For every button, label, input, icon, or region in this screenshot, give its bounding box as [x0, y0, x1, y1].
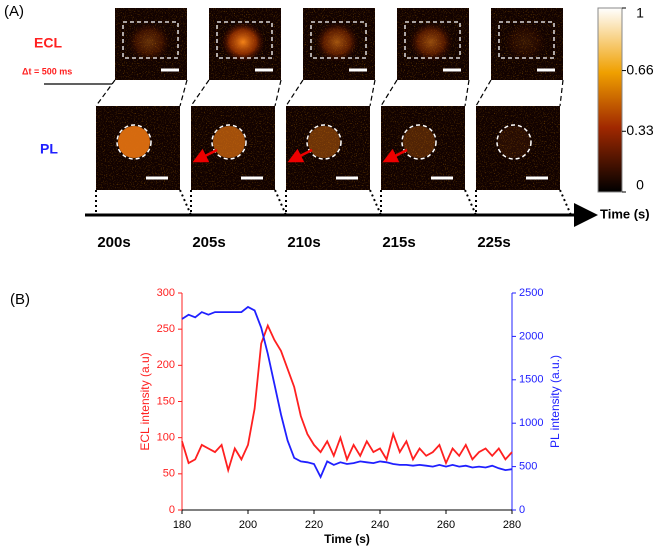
roi-circle: [306, 124, 342, 160]
time-label: 210s: [287, 234, 320, 251]
panel-b: 180 200 220 240 260 280 0 50 100 150 200 250 300 0 500…: [138, 287, 562, 546]
connector: [369, 189, 382, 216]
connector: [179, 79, 188, 107]
pl-noise: [381, 106, 465, 190]
y2-axis-title: PL intensity (a.u.): [548, 355, 562, 448]
time-label: 215s: [382, 234, 415, 251]
roi-box: [498, 21, 555, 59]
roi-box: [122, 21, 179, 59]
dt-label: Δt = 500 ms: [22, 66, 72, 76]
y2-tick-label: 500: [519, 461, 537, 473]
series-line: [181, 305, 513, 480]
colorbar-tick-label: 0.66: [626, 61, 653, 77]
y2-tick-label: 2000: [519, 330, 543, 342]
y-tick-label: 50: [163, 468, 175, 480]
x-axis-title: Time (s): [324, 532, 370, 546]
roi-circle: [211, 124, 247, 160]
connector: [274, 189, 287, 216]
pl-label: PL: [40, 141, 58, 157]
ecl-emission: [315, 22, 359, 62]
panel-label: (B): [10, 291, 30, 308]
connector: [464, 189, 477, 216]
roi-circle: [496, 124, 532, 160]
time-label: 225s: [477, 234, 510, 251]
ecl-emission: [503, 22, 547, 62]
connector: [179, 189, 192, 216]
pl-emission: [403, 126, 435, 158]
panel-a: 200s 205s 210s 215s 225s 1 0.66 0.33 0: [95, 5, 654, 251]
ecl-label: ECL: [34, 35, 62, 51]
pl-emission: [498, 126, 530, 158]
connector: [274, 79, 282, 107]
roi-box: [404, 21, 461, 59]
connector: [559, 189, 572, 216]
colorbar-tick-label: 1: [636, 5, 644, 21]
ecl-emission: [409, 22, 453, 62]
red-arrow: [382, 148, 408, 163]
connector: [464, 79, 470, 107]
x-tick-label: 200: [239, 519, 257, 531]
connector: [380, 79, 398, 107]
connector: [95, 79, 116, 107]
y-tick-label: 250: [157, 323, 175, 335]
y2-tick-label: 1000: [519, 417, 543, 429]
y2-tick-label: 1500: [519, 374, 543, 386]
red-arrow: [192, 148, 218, 163]
red-arrow: [287, 148, 313, 163]
pl-emission: [118, 126, 150, 158]
y-tick-label: 200: [157, 359, 175, 371]
time-label: 205s: [192, 234, 225, 251]
time-axis-label: Time (s): [600, 206, 650, 221]
y2-tick-label: 0: [519, 504, 525, 516]
x-tick-label: 260: [437, 519, 455, 531]
connector: [475, 79, 492, 107]
x-tick-label: 280: [503, 519, 521, 531]
panel-label: (A): [4, 3, 24, 20]
ecl-emission: [221, 22, 265, 62]
y2-tick-label: 2500: [519, 287, 543, 299]
connector: [369, 79, 376, 107]
roi-circle: [116, 124, 152, 160]
x-tick-label: 220: [305, 519, 323, 531]
series-line: [181, 323, 513, 474]
time-label: 200s: [97, 234, 130, 251]
colorbar: [597, 7, 623, 193]
y-tick-label: 0: [169, 504, 175, 516]
connector: [190, 79, 210, 107]
y-tick-label: 300: [157, 287, 175, 299]
y-tick-label: 100: [157, 432, 175, 444]
pl-emission: [213, 126, 245, 158]
x-tick-label: 240: [371, 519, 389, 531]
colorbar-tick-label: 0: [636, 177, 644, 193]
roi-box: [216, 21, 273, 59]
y-axis-title: ECL intensity (a.u): [138, 352, 152, 450]
x-tick-label: 180: [173, 519, 191, 531]
ecl-emission: [127, 22, 171, 62]
y-tick-label: 150: [157, 395, 175, 407]
colorbar-tick-label: 0.33: [626, 122, 653, 138]
connector: [285, 79, 304, 107]
pl-emission: [308, 126, 340, 158]
roi-circle: [401, 124, 437, 160]
pl-noise: [476, 106, 560, 190]
roi-box: [310, 21, 367, 59]
pl-noise: [286, 106, 370, 190]
connector: [559, 79, 564, 107]
